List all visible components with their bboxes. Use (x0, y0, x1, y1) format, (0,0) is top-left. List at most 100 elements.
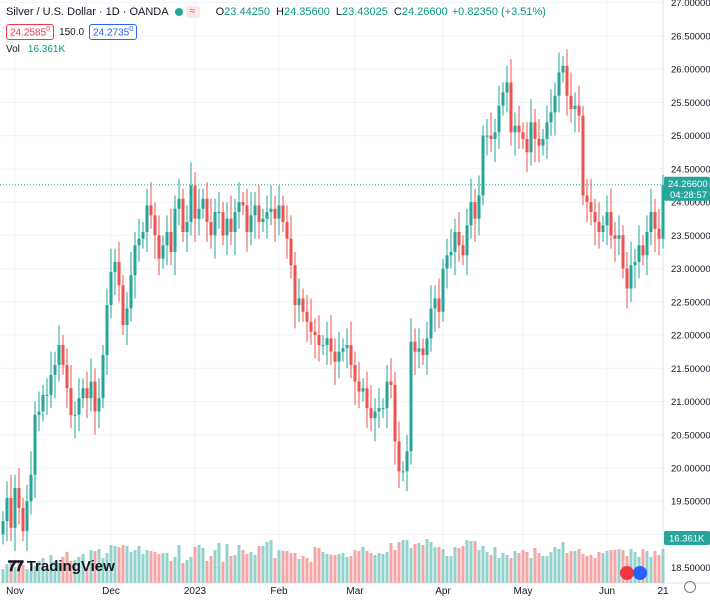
open-value: 23.44250 (224, 6, 271, 18)
volume-bar (405, 540, 409, 583)
volume-legend[interactable]: Vol 16.361K (6, 44, 65, 55)
volume-bar (197, 545, 201, 583)
candle-body (633, 261, 637, 266)
candle-body (593, 212, 597, 223)
candle-body (545, 122, 549, 139)
candle-body (189, 185, 193, 223)
buy-button[interactable]: 24.27350 (89, 24, 138, 41)
volume-bar (329, 555, 333, 583)
volume-bar (521, 550, 525, 583)
candle-body (193, 185, 197, 219)
volume-bar (245, 554, 249, 583)
sell-button[interactable]: 24.25850 (6, 24, 55, 41)
volume-bar (369, 553, 373, 583)
volume-bar (357, 551, 361, 583)
volume-bar (57, 563, 61, 583)
candle-body (397, 441, 401, 472)
y-tick-label: 21.00000 (671, 397, 710, 408)
candle-body (113, 261, 117, 272)
candle-body (497, 105, 501, 133)
candle-body (49, 374, 53, 395)
candle-body (25, 501, 29, 532)
volume-bar (305, 558, 309, 583)
candle-body (221, 212, 225, 236)
volume-bar (93, 551, 97, 583)
candle-body (317, 335, 321, 346)
volume-bar (321, 552, 325, 583)
symbol-title[interactable]: Silver / U.S. Dollar · 1D · OANDA (6, 6, 169, 18)
candle-body (209, 222, 213, 236)
candle-body (45, 394, 49, 396)
volume-bar (529, 558, 533, 583)
candle-body (313, 331, 317, 336)
candle-body (121, 285, 125, 326)
candle-body (461, 245, 465, 256)
volume-bar (209, 556, 213, 583)
dividend-flag-icon[interactable] (620, 566, 634, 580)
volume-bar (649, 557, 653, 583)
candle-body (81, 388, 85, 399)
volume-bar (309, 562, 313, 583)
candle-body (557, 72, 561, 96)
candle-body (613, 235, 617, 239)
candle-body (469, 202, 473, 226)
candle-body (177, 198, 181, 209)
candle-body (217, 212, 221, 214)
volume-bar (213, 550, 217, 583)
volume-bar (45, 568, 49, 583)
candle-body (201, 198, 205, 209)
volume-bar (657, 555, 661, 583)
timezone-settings-icon[interactable] (684, 581, 696, 593)
candle-body (69, 388, 73, 415)
candle-body (457, 232, 461, 246)
volume-bar (473, 541, 477, 583)
volume-bar (149, 551, 153, 583)
candle-body (249, 215, 253, 233)
candle-body (565, 65, 569, 96)
us-flag-icon[interactable] (633, 566, 647, 580)
candle-body (541, 138, 545, 146)
wave-icon[interactable]: ≈ (185, 6, 200, 18)
volume-bar (453, 547, 457, 583)
volume-bar (177, 545, 181, 583)
candle-body (293, 265, 297, 306)
candle-body (441, 268, 445, 312)
candle-body (501, 92, 505, 106)
candle-body (9, 497, 13, 528)
volume-bar (609, 550, 613, 583)
volume-bar (605, 551, 609, 583)
candle-body (361, 388, 365, 392)
candle-body (261, 218, 265, 223)
volume-bar (229, 556, 233, 583)
candle-body (605, 212, 609, 226)
volume-bar (193, 547, 197, 583)
x-tick-label: Dec (102, 586, 120, 597)
candle-body (53, 364, 57, 375)
volume-bar (69, 561, 73, 583)
candle-body (173, 208, 177, 252)
volume-bar (65, 552, 69, 583)
candle-body (141, 232, 145, 239)
candle-body (417, 348, 421, 352)
candle-body (349, 345, 353, 365)
candle-body (629, 265, 633, 289)
candle-body (625, 268, 629, 289)
candle-body (529, 122, 533, 153)
candle-body (477, 195, 481, 219)
high-value: 24.35600 (284, 6, 330, 18)
y-tick-label: 20.00000 (671, 463, 710, 474)
candle-body (105, 305, 109, 355)
x-tick-label: Mar (346, 586, 364, 597)
volume-bar (265, 542, 269, 583)
candle-body (653, 212, 657, 229)
volume-bar (617, 549, 621, 583)
volume-bar (365, 551, 369, 583)
volume-bar (477, 550, 481, 583)
volume-bar (33, 566, 37, 583)
volume-bar (413, 544, 417, 583)
volume-bar (429, 542, 433, 583)
tradingview-logo[interactable]: 𝟕𝟕 TradingView (8, 558, 115, 575)
y-tick-label: 26.00000 (671, 65, 710, 76)
candle-body (77, 398, 81, 415)
